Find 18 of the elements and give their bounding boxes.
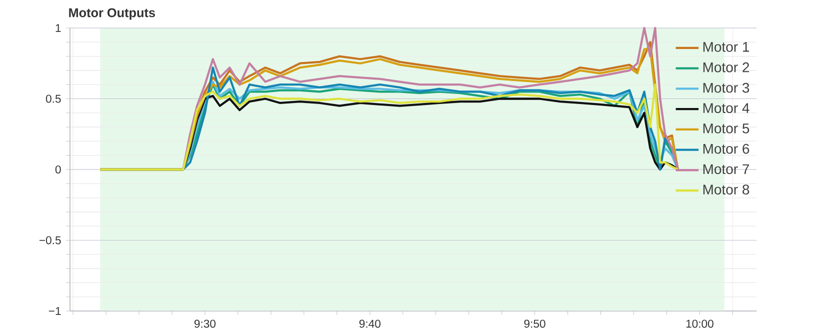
x-tick-label: 9:30 [194,320,216,328]
y-tick-label: −0.5 [39,236,61,244]
y-tick-label: 0 [55,165,61,174]
chart-title: Motor Outputs [69,8,155,20]
legend-label: Motor 5 [703,124,750,134]
legend-label: Motor 4 [703,103,750,114]
legend-label: Motor 2 [703,62,750,72]
y-tick-label: 1 [56,24,61,32]
x-tick-label: 9:40 [359,320,380,328]
legend-label: Motor 3 [703,82,750,93]
legend-label: Motor 6 [703,144,750,154]
legend-label: Motor 1 [703,42,750,52]
y-tick-label: −1 [48,307,61,315]
legend-label: Motor 7 [703,164,750,174]
legend-label: Motor 8 [703,184,750,195]
x-tick-label: 10:00 [686,320,714,328]
y-tick-label: 0.5 [46,94,61,103]
x-tick-label: 9:50 [524,320,546,328]
